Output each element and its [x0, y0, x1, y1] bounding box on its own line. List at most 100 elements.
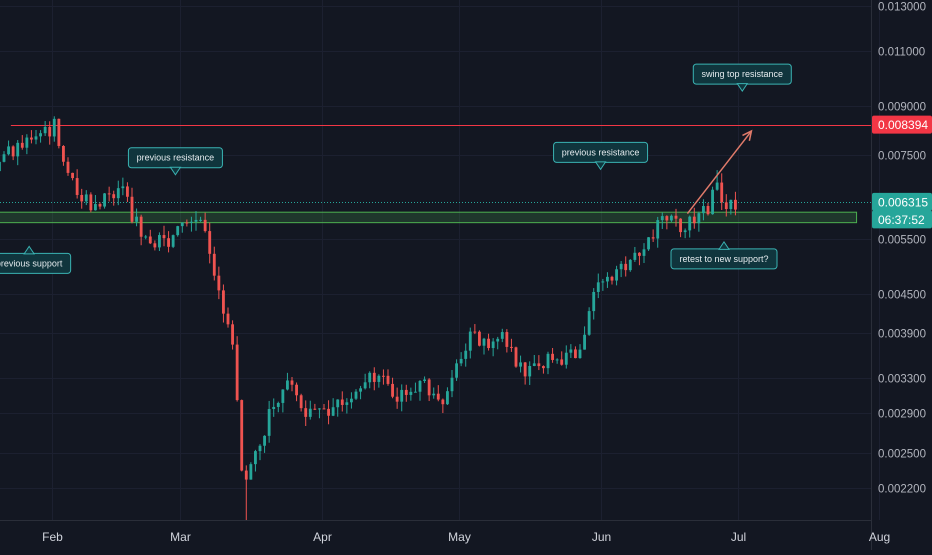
candle-body [217, 275, 221, 291]
candle-body [222, 290, 225, 314]
candle-body [340, 399, 344, 405]
candle-body [734, 199, 737, 210]
candle-body [473, 331, 477, 333]
candle-body [43, 126, 47, 134]
candle-body [692, 216, 696, 224]
candle-body [715, 182, 719, 190]
candle-body [592, 291, 596, 312]
price-tick-label: 0.003300 [878, 374, 926, 386]
candle-body [651, 237, 655, 239]
chart-grid [0, 0, 880, 520]
candle-body [610, 276, 614, 281]
annotation-callout: swing top resistance [692, 63, 792, 93]
candle-body [528, 366, 532, 377]
candle-body [281, 389, 285, 403]
price-tick-label: 0.002500 [878, 449, 926, 461]
candle-body [11, 146, 15, 157]
candle-body [523, 362, 527, 377]
candle-body [427, 379, 431, 396]
price-tick-label: 0.011000 [878, 47, 925, 59]
candle-body [171, 235, 175, 247]
candle-body [496, 338, 500, 342]
annotation-text: previous resistance [562, 147, 640, 157]
projection-arrow-layer [686, 129, 753, 214]
price-tick-label: 0.002900 [878, 409, 926, 421]
candle-body [272, 406, 276, 410]
price-tick-label: 0.005500 [878, 235, 926, 247]
candle-body [121, 186, 125, 189]
price-badge-label: 06:37:52 [878, 213, 925, 227]
annotation-pointer [169, 166, 182, 176]
candle-body [30, 137, 33, 140]
candle-body [724, 202, 728, 210]
candle-body [327, 408, 330, 416]
candle-body [299, 395, 303, 409]
annotations-layer: swing top resistance previous resistance p… [0, 63, 792, 274]
price-tick-label: 0.004500 [878, 290, 926, 302]
price-tick-label: 0.009000 [878, 102, 926, 114]
candle-body [564, 352, 568, 365]
candle-body [647, 237, 650, 250]
time-axis[interactable]: Feb Mar Apr May Jun Jul Aug [42, 530, 890, 544]
price-tick-label: 0.013000 [878, 2, 926, 14]
candle-body [350, 398, 353, 403]
annotation-text: previous support [0, 258, 63, 268]
annotation-callout: previous support [0, 245, 72, 274]
candle-body [135, 216, 138, 222]
price-badges: 0.008394 0.006315 06:37:52 [872, 115, 932, 229]
candle-body [258, 445, 262, 452]
candle-body [414, 391, 417, 393]
candle-body [583, 334, 586, 350]
candle-body [409, 391, 413, 395]
candle-body [487, 338, 490, 349]
candle-body [322, 408, 326, 410]
candle-body [153, 243, 157, 248]
candle-body [656, 220, 660, 239]
candle-body [25, 137, 29, 148]
annotation-text: retest to new support? [679, 254, 768, 264]
candle-body [441, 399, 445, 405]
candle-body [688, 216, 692, 231]
time-tick-label: May [448, 530, 471, 544]
candle-body [144, 236, 148, 238]
candle-body [377, 375, 381, 382]
candle-body [436, 393, 440, 400]
candle-body [295, 384, 298, 396]
candle-body [423, 379, 426, 381]
price-badge [872, 115, 932, 134]
candle-body [0, 161, 1, 172]
time-tick-label: Jul [731, 530, 746, 544]
candle-body [345, 402, 349, 405]
candle-body [633, 252, 637, 260]
candle-body [290, 380, 294, 385]
candle-body [286, 380, 289, 390]
price-tick-label: 0.002200 [878, 484, 926, 496]
candle-body [459, 358, 463, 364]
candle-body [34, 136, 38, 140]
candle-body [505, 332, 509, 347]
candle-body [249, 464, 253, 480]
time-tick-label: Apr [313, 530, 332, 544]
projection-arrow-line [686, 130, 753, 214]
candle-body [569, 349, 573, 353]
time-tick-label: Mar [170, 530, 191, 544]
candle-body [94, 204, 97, 211]
candle-body [642, 249, 646, 256]
candle-body [624, 263, 628, 271]
candle-body [112, 194, 116, 199]
candle-body [542, 366, 545, 369]
candle-body [231, 324, 234, 345]
candle-body [208, 231, 212, 254]
price-axis[interactable]: 0.013000 0.011000 0.009000 0.007500 0.005500… [878, 2, 926, 496]
candle-body [532, 363, 536, 367]
candle-body [404, 389, 408, 395]
candle-body [670, 215, 673, 221]
candle-body [368, 372, 372, 383]
candle-body [126, 186, 129, 197]
candle-body [679, 218, 682, 233]
candle-body [148, 236, 152, 244]
candle-body [71, 172, 74, 179]
